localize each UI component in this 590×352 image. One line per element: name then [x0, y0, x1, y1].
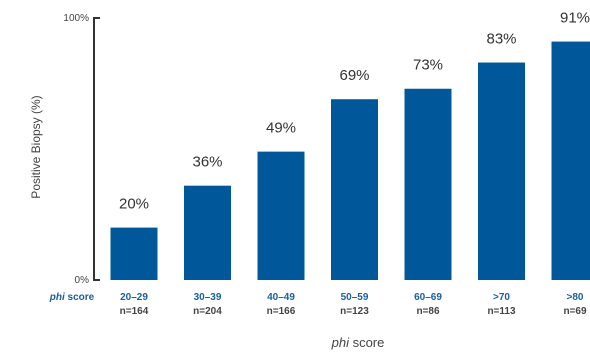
bar-4 [331, 99, 378, 280]
count-label-5: n=86 [416, 306, 440, 317]
value-label-5: 73% [413, 57, 443, 74]
category-label-4: 50–59 [341, 292, 369, 303]
value-label-3: 49% [266, 120, 296, 137]
count-label-3: n=166 [267, 306, 296, 317]
count-label-4: n=123 [340, 306, 369, 317]
count-label-2: n=204 [193, 306, 222, 317]
category-label-5: 60–69 [414, 292, 442, 303]
category-label-7: >80 [567, 292, 584, 303]
x-axis-title-italic: phi [331, 335, 350, 350]
count-label-6: n=113 [487, 306, 516, 317]
category-label-1: 20–29 [120, 292, 148, 303]
bars-group: 20% 20–29 n=164 36% 30–39 n=204 49% 40–49 n=166 6… [110, 10, 590, 317]
y-tick-label-max: 100% [63, 13, 89, 24]
category-label-6: >70 [493, 292, 510, 303]
category-label-2: 30–39 [194, 292, 222, 303]
value-label-4: 69% [339, 67, 369, 84]
bar-6 [478, 62, 525, 280]
x-axis-title-rest: score [349, 335, 384, 350]
y-tick-label-min: 0% [75, 275, 90, 286]
value-label-7: 91% [560, 10, 590, 27]
value-label-6: 83% [486, 31, 516, 48]
bar-5 [404, 88, 452, 281]
count-label-7: n=69 [563, 306, 587, 317]
category-row-label-rest: score [65, 292, 95, 303]
bar-3 [257, 151, 305, 280]
count-label-1: n=164 [120, 306, 149, 317]
value-label-1: 20% [119, 196, 149, 213]
bar-2 [184, 185, 231, 280]
category-label-3: 40–49 [267, 292, 295, 303]
bar-7 [551, 41, 590, 280]
y-axis-title: Positive Biopsy (%) [29, 95, 43, 198]
bar-1 [110, 227, 158, 280]
x-axis-title: phi score [331, 335, 385, 350]
value-label-2: 36% [192, 154, 222, 171]
category-row-label-italic: phi [49, 292, 65, 303]
category-row-label: phi score [49, 292, 95, 303]
